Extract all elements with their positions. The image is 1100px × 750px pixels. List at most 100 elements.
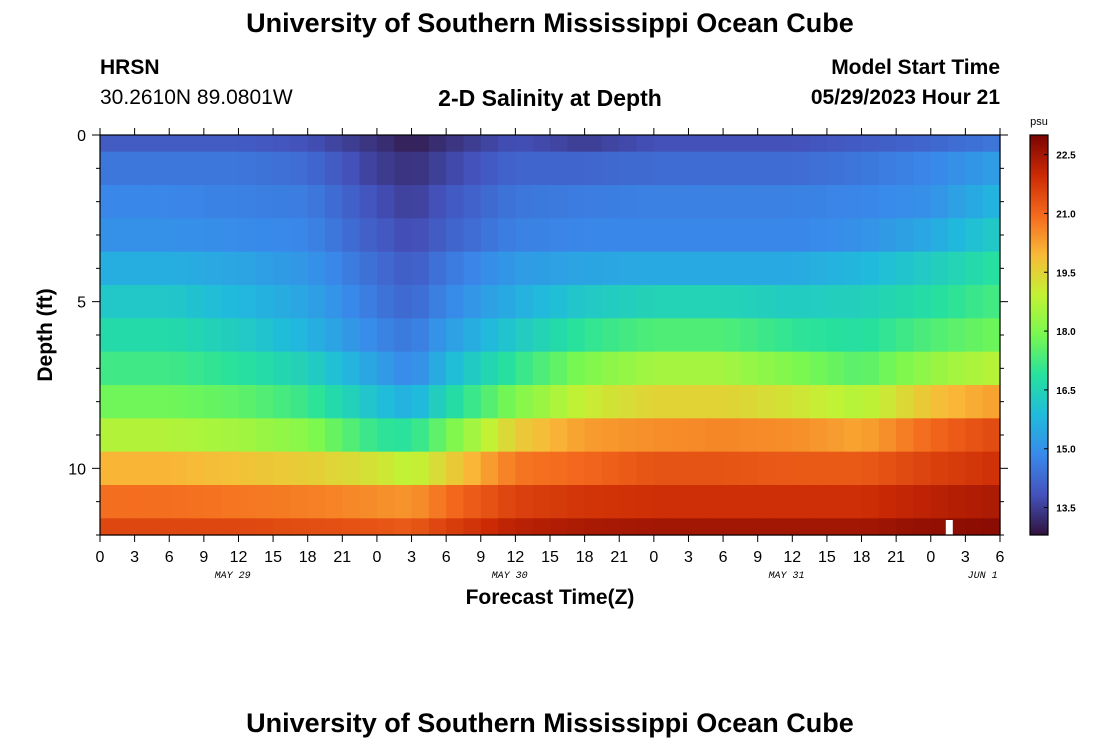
x-tick-label: 9 — [199, 549, 208, 566]
heatmap-cell — [394, 135, 413, 153]
heatmap-cell — [982, 151, 1001, 186]
heatmap-cell — [965, 285, 984, 319]
heatmap-cell — [238, 218, 257, 253]
heatmap-cell — [498, 351, 516, 386]
heatmap-cell — [376, 185, 395, 219]
heatmap-cell — [151, 135, 170, 153]
x-tick-label: 15 — [541, 549, 559, 566]
heatmap-cell — [411, 151, 430, 186]
heatmap-cell — [446, 485, 465, 519]
heatmap-cell — [255, 451, 274, 486]
heatmap-cell — [619, 218, 638, 253]
heatmap-cell — [896, 285, 915, 319]
heatmap-cell — [550, 218, 568, 253]
x-axis: 0 3 6 9 12 15 18 21 0 3 6 9 12 15 18 21 0 3 6 9 12 15 18 21 0 3 6 M… — [96, 128, 1005, 582]
heatmap-cell — [515, 185, 534, 219]
heatmap-cell — [653, 485, 672, 519]
heatmap-cell — [844, 485, 863, 519]
heatmap-cell — [757, 151, 776, 186]
heatmap-cell — [826, 418, 845, 453]
heatmap-cell — [325, 285, 343, 319]
heatmap-cell — [498, 451, 516, 486]
heatmap-cell — [428, 518, 447, 536]
heatmap-cell — [757, 218, 776, 253]
heatmap-cell — [480, 135, 499, 153]
heatmap-cell — [255, 218, 274, 253]
heatmap-cell — [238, 285, 257, 319]
y-axis: 0 5 10 — [68, 128, 1008, 536]
heatmap-cell — [342, 351, 361, 386]
heatmap-cell — [878, 518, 897, 536]
colorbar-tick-label: 22.5 — [1056, 151, 1076, 162]
heatmap-cell — [948, 251, 966, 286]
heatmap-cell — [394, 318, 413, 353]
heatmap-cell — [325, 318, 343, 353]
station-coordinates: 30.2610N 89.0801W — [100, 86, 293, 109]
model-start-label: Model Start Time — [831, 56, 1000, 79]
heatmap-cell — [636, 135, 655, 153]
x-tick-label: 21 — [887, 549, 905, 566]
heatmap-cell — [151, 151, 170, 186]
heatmap-cell — [463, 185, 482, 219]
heatmap-cell — [567, 518, 586, 536]
heatmap-cell — [792, 485, 811, 519]
x-tick-label: 0 — [926, 549, 935, 566]
heatmap-cell — [965, 385, 984, 419]
heatmap-cell — [463, 485, 482, 519]
heatmap-cell — [723, 451, 741, 486]
heatmap-cell — [826, 351, 845, 386]
heatmap-cell — [463, 418, 482, 453]
heatmap-cell — [394, 285, 413, 319]
heatmap-cell — [411, 485, 430, 519]
heatmap-cell — [463, 518, 482, 536]
heatmap-cell — [463, 135, 482, 153]
heatmap-cell — [411, 418, 430, 453]
heatmap-cell — [982, 485, 1001, 519]
heatmap-cell — [186, 451, 205, 486]
heatmap-cell — [671, 185, 690, 219]
x-tick-label: 3 — [407, 549, 416, 566]
heatmap-cell — [480, 485, 499, 519]
heatmap-cell — [359, 151, 378, 186]
heatmap-cell — [273, 285, 291, 319]
x-axis-title: Forecast Time(Z) — [466, 586, 635, 609]
heatmap-cell — [100, 285, 118, 319]
colorbar-tick-label: 19.5 — [1056, 268, 1076, 279]
heatmap-cell — [290, 135, 309, 153]
heatmap-cell — [134, 351, 153, 386]
heatmap-cell — [515, 318, 534, 353]
heatmap-cell — [775, 318, 793, 353]
heatmap-cell — [601, 135, 620, 153]
heatmap-cell — [775, 285, 793, 319]
heatmap-cell — [601, 385, 620, 419]
heatmap-cell — [134, 485, 153, 519]
heatmap-cell — [723, 151, 741, 186]
heatmap-cell — [273, 318, 291, 353]
heatmap-cell — [532, 218, 551, 253]
heatmap-cell — [238, 318, 257, 353]
heatmap-cell — [965, 418, 984, 453]
heatmap-cell — [705, 418, 724, 453]
heatmap-cell — [619, 185, 638, 219]
heatmap-cell — [134, 385, 153, 419]
heatmap-cell — [653, 251, 672, 286]
heatmap-cell — [550, 185, 568, 219]
heatmap-cells — [100, 135, 1001, 536]
heatmap-cell — [982, 418, 1001, 453]
heatmap-cell — [359, 251, 378, 286]
heatmap-cell — [186, 135, 205, 153]
heatmap-cell — [601, 318, 620, 353]
heatmap-cell — [567, 185, 586, 219]
heatmap-cell — [965, 218, 984, 253]
heatmap-cell — [169, 151, 188, 186]
heatmap-cell — [878, 218, 897, 253]
heatmap-cell — [913, 285, 932, 319]
heatmap-cell — [913, 135, 932, 153]
heatmap-cell — [151, 285, 170, 319]
heatmap-cell — [169, 485, 188, 519]
heatmap-cell — [532, 385, 551, 419]
heatmap-cell — [619, 418, 638, 453]
heatmap-cell — [913, 451, 932, 486]
heatmap-cell — [861, 418, 880, 453]
heatmap-cell — [134, 218, 153, 253]
